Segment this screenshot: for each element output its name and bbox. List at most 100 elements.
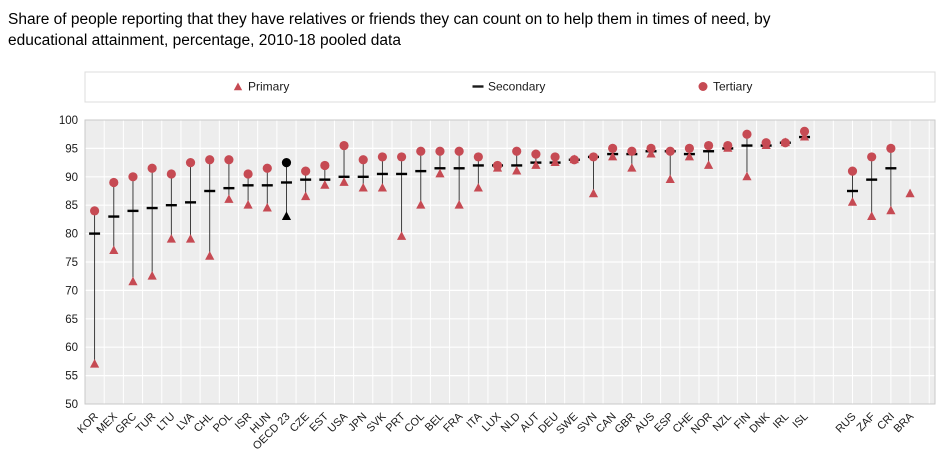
country-isr — [242, 169, 254, 209]
country-hun — [261, 163, 273, 212]
y-tick-label: 60 — [65, 342, 78, 354]
country-isl — [799, 126, 811, 141]
tertiary-marker — [665, 146, 675, 156]
y-tick-label: 55 — [65, 371, 78, 383]
tertiary-marker — [128, 172, 138, 182]
tertiary-marker — [608, 143, 618, 153]
primary-marker — [224, 194, 234, 203]
x-axis-label: GRC — [113, 411, 139, 437]
primary-marker — [684, 151, 695, 161]
y-axis: 50 55 60 65 70 75 80 85 90 95 100 — [59, 115, 935, 411]
legend-item-primary: Primary — [233, 80, 289, 94]
primary-marker — [703, 160, 714, 169]
tertiary-marker — [473, 152, 483, 162]
primary-marker — [147, 271, 157, 280]
x-axis-label: AUS — [633, 411, 657, 435]
primary-marker — [281, 211, 292, 220]
tertiary-marker — [886, 143, 896, 153]
x-axis-label: CHL — [192, 411, 216, 435]
primary-marker — [416, 200, 426, 209]
country-cze — [300, 166, 312, 201]
primary-marker — [531, 160, 541, 169]
x-axis-label: CZE — [288, 411, 312, 435]
tertiary-marker — [320, 160, 330, 171]
country-bel — [434, 146, 446, 178]
tertiary-marker — [224, 155, 234, 165]
tertiary-marker — [780, 138, 790, 148]
tertiary-marker — [109, 177, 119, 188]
tertiary-marker — [867, 152, 877, 162]
x-axis-label: NOR — [689, 411, 715, 437]
country-nor — [703, 140, 715, 169]
primary-marker — [646, 148, 656, 158]
x-axis-label: NZL — [711, 411, 734, 434]
x-axis-label: AUT — [518, 410, 542, 434]
tertiary-marker — [205, 155, 215, 165]
x-axis-label: TUR — [134, 411, 159, 436]
circle-icon — [698, 82, 708, 91]
tertiary-marker — [646, 143, 656, 153]
primary-marker — [435, 168, 445, 178]
tertiary-marker — [761, 138, 771, 148]
support-network-chart: 50 55 60 65 70 75 80 85 90 95 100 Primary Secondary T… — [59, 71, 936, 452]
country-mex — [108, 177, 120, 255]
country-kor — [89, 206, 101, 368]
plot-frame — [84, 119, 936, 405]
tertiary-marker — [358, 155, 368, 165]
x-axis-label: LTU — [155, 411, 178, 434]
chart-title: Share of people reporting that they have… — [0, 0, 952, 52]
country-aus — [645, 143, 657, 158]
tertiary-marker — [799, 126, 810, 136]
x-axis-label: ISL — [790, 411, 810, 431]
tertiary-marker — [185, 158, 196, 168]
primary-marker — [205, 251, 215, 260]
primary-marker — [473, 182, 483, 192]
x-axis-label: IRL — [771, 411, 792, 432]
country-chl — [204, 155, 216, 260]
x-axis-label: BRA — [892, 410, 917, 435]
tertiary-marker — [742, 129, 752, 139]
tertiary-marker — [166, 169, 176, 179]
primary-marker — [742, 171, 752, 181]
legend-label: Secondary — [488, 80, 545, 94]
tertiary-marker — [301, 166, 311, 176]
primary-marker — [262, 202, 272, 212]
x-axis-label: FRA — [441, 410, 466, 435]
country-lva — [185, 158, 197, 243]
x-axis-label: ESP — [652, 411, 676, 435]
country-svk — [376, 152, 388, 192]
country-dnk — [760, 138, 772, 149]
primary-marker — [377, 182, 388, 192]
tertiary-marker — [847, 166, 858, 176]
country-aut — [530, 149, 542, 169]
primary-marker — [608, 151, 618, 161]
y-tick-label: 80 — [65, 229, 78, 241]
country-svn — [587, 152, 599, 198]
tertiary-marker — [377, 152, 388, 162]
country-fin — [741, 129, 753, 181]
tertiary-marker — [262, 163, 272, 173]
x-axis-label: SVK — [364, 410, 389, 435]
country-gbr — [626, 146, 638, 172]
primary-marker — [166, 234, 176, 243]
country-oecd-23 — [280, 158, 292, 220]
x-axis-label: DNK — [747, 410, 772, 435]
chart-title-line1: Share of people reporting that they have… — [8, 11, 771, 28]
primary-marker — [128, 276, 138, 286]
x-axis-label: LUX — [480, 410, 504, 434]
legend-label: Primary — [248, 80, 289, 94]
x-axis-label: SWE — [554, 411, 580, 437]
y-tick-label: 90 — [65, 172, 78, 184]
tertiary-marker — [703, 140, 714, 151]
x-axis-label: CAN — [594, 411, 619, 436]
y-tick-label: 75 — [65, 257, 78, 269]
x-axis-label: PRT — [384, 410, 408, 434]
x-axis-label: ZAF — [855, 410, 878, 433]
country-can — [607, 143, 619, 161]
tertiary-marker — [281, 158, 292, 168]
primary-marker — [396, 231, 407, 240]
primary-marker — [339, 177, 349, 186]
country-prt — [396, 152, 408, 240]
primary-marker — [109, 245, 119, 255]
triangle-icon — [233, 82, 243, 91]
